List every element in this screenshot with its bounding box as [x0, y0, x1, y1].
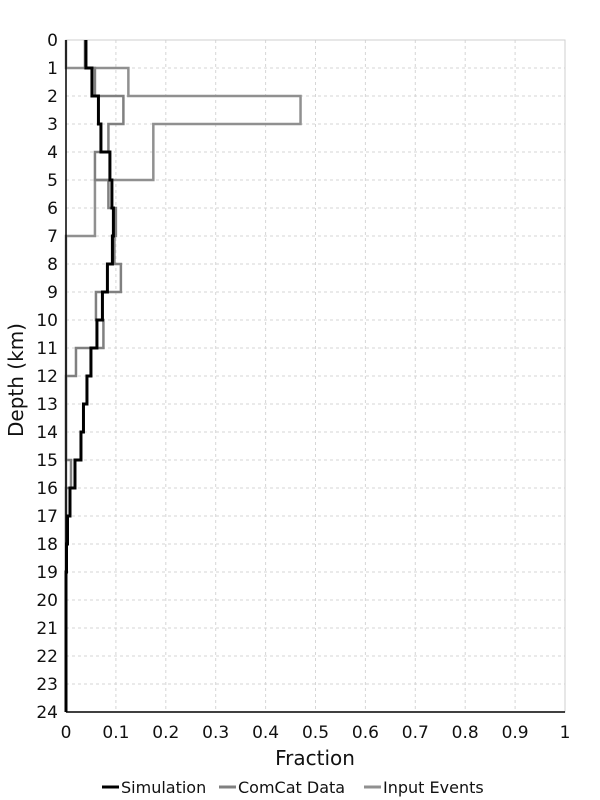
y-tick-label: 10: [36, 311, 58, 331]
legend-label-input-events: Input Events: [383, 778, 484, 797]
y-tick-label: 20: [36, 591, 58, 611]
x-tick-label: 0.7: [402, 723, 429, 743]
y-tick-label: 1: [47, 59, 58, 79]
y-tick-label: 23: [36, 675, 58, 695]
legend-label-simulation: Simulation: [121, 778, 206, 797]
y-tick-label: 4: [47, 143, 58, 163]
y-tick-label: 19: [36, 563, 58, 583]
y-tick-label: 17: [36, 507, 58, 527]
y-tick-label: 21: [36, 619, 58, 639]
x-tick-label: 0.3: [202, 723, 229, 743]
grid-lines: [65, 39, 566, 713]
x-tick-label: 0.9: [502, 723, 529, 743]
x-tick-label: 0.4: [252, 723, 279, 743]
x-tick-labels: 0 0.1 0.2 0.3 0.4 0.5 0.6 0.7 0.8 0.9 1: [61, 723, 571, 743]
y-tick-label: 6: [47, 199, 58, 219]
x-tick-label: 1: [560, 723, 571, 743]
legend-label-comcat-data: ComCat Data: [238, 778, 345, 797]
y-tick-label: 8: [47, 255, 58, 275]
legend: Simulation ComCat Data Input Events: [102, 778, 484, 797]
x-tick-label: 0.1: [102, 723, 129, 743]
y-tick-label: 22: [36, 647, 58, 667]
x-tick-label: 0.6: [352, 723, 379, 743]
x-tick-label: 0.8: [452, 723, 479, 743]
y-tick-label: 18: [36, 535, 58, 555]
y-tick-label: 7: [47, 227, 58, 247]
x-tick-label: 0: [61, 723, 72, 743]
y-tick-label: 15: [36, 451, 58, 471]
y-tick-label: 16: [36, 479, 58, 499]
y-tick-label: 24: [36, 703, 58, 723]
y-tick-label: 5: [47, 171, 58, 191]
y-tick-label: 9: [47, 283, 58, 303]
y-tick-label: 0: [47, 31, 58, 51]
y-tick-label: 13: [36, 395, 58, 415]
x-tick-label: 0.2: [152, 723, 179, 743]
y-tick-label: 11: [36, 339, 58, 359]
x-tick-label: 0.5: [302, 723, 329, 743]
y-tick-label: 12: [36, 367, 58, 387]
y-axis-title: Depth (km): [4, 323, 28, 437]
y-tick-label: 3: [47, 115, 58, 135]
x-axis-title: Fraction: [275, 746, 355, 770]
y-tick-label: 14: [36, 423, 58, 443]
y-tick-label: 2: [47, 87, 58, 107]
